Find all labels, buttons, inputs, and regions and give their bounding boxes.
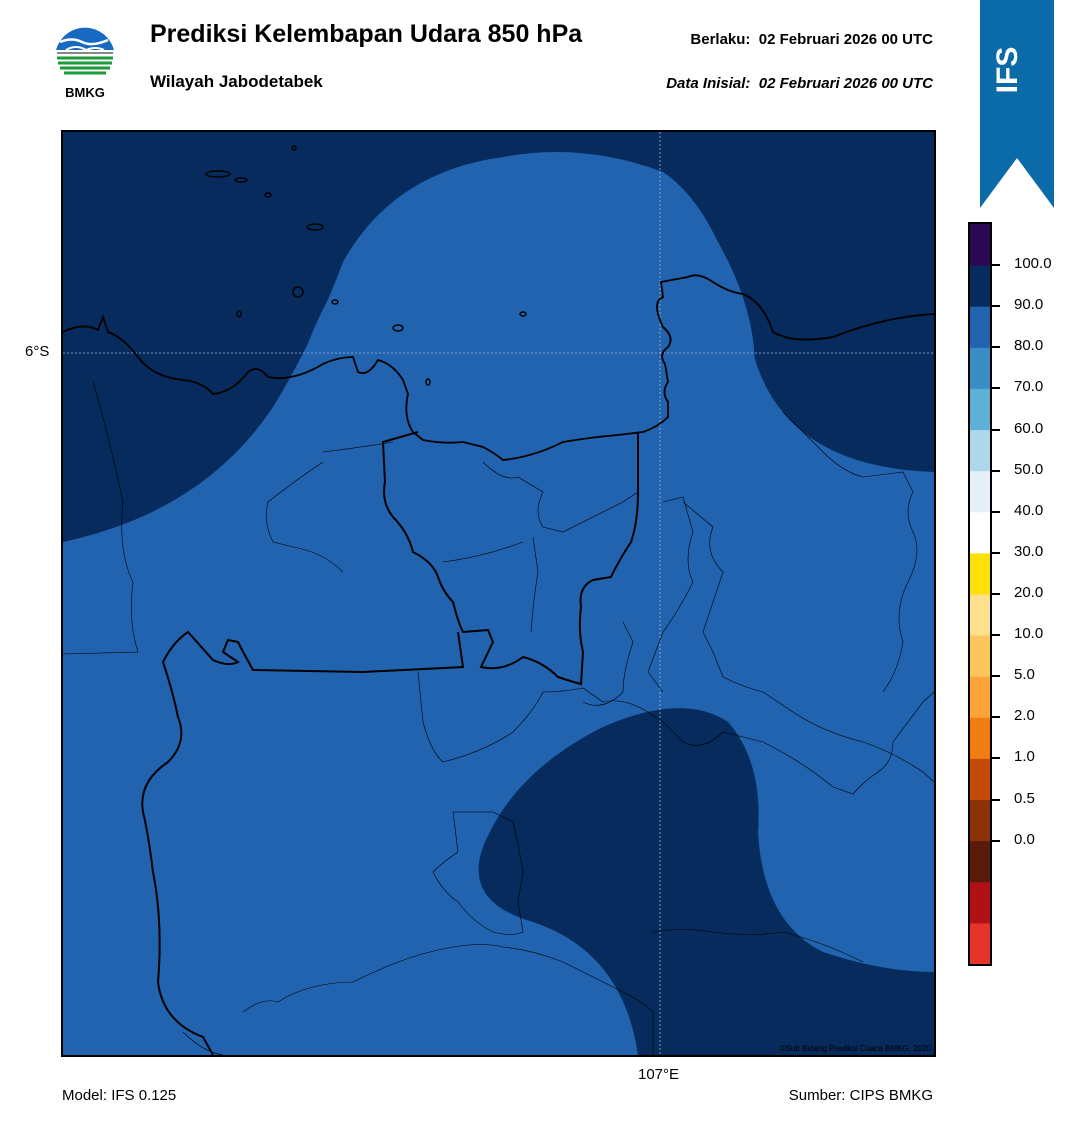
colorbar-segment: [970, 922, 990, 965]
colorbar-segment: [970, 470, 990, 513]
colorbar-tick: [992, 634, 1000, 637]
valid-time: Berlaku: 02 Februari 2026 00 UTC: [690, 31, 933, 48]
colorbar-tick: [992, 305, 1000, 308]
colorbar-tick: [992, 839, 1000, 842]
colorbar-label: 50.0: [1014, 460, 1044, 478]
colorbar-segment: [970, 429, 990, 472]
colorbar-tick: [992, 469, 1000, 472]
colorbar-tick: [992, 593, 1000, 595]
colorbar: [968, 222, 992, 966]
copyright-text: ©Sub Bidang Prediksi Cuaca BMKG, 2020: [779, 1044, 931, 1053]
colorbar-segment: [970, 388, 990, 431]
colorbar-label: 10.0: [1014, 625, 1044, 643]
colorbar-label: 30.0: [1014, 542, 1044, 560]
ribbon-label: IFS: [991, 47, 1024, 94]
colorbar-label: 2.0: [1014, 707, 1035, 725]
district-boundaries: [63, 381, 934, 1055]
province-boundary-west: [141, 630, 465, 1055]
colorbar-segment: [970, 799, 990, 842]
logo-text: BMKG: [65, 85, 105, 100]
humidity-fill-90-100-north: [63, 132, 934, 542]
ifs-ribbon: IFS: [980, 0, 1054, 208]
map-panel[interactable]: [61, 130, 936, 1057]
colorbar-tick: [992, 716, 1000, 719]
map-subtitle: Wilayah Jabodetabek: [150, 72, 323, 91]
colorbar-segment: [970, 840, 990, 883]
colorbar-segment: [970, 717, 990, 759]
colorbar-tick: [992, 387, 1000, 390]
bmkg-logo-icon: [55, 23, 115, 83]
colorbar-frame: [968, 222, 992, 966]
humidity-map: [63, 132, 934, 1055]
colorbar-segment: [970, 511, 990, 554]
colorbar-tick: [992, 428, 1000, 431]
colorbar-tick: [992, 264, 1000, 267]
colorbar-tick: [992, 510, 1000, 513]
colorbar-segment: [970, 265, 990, 307]
lon-label: 107°E: [638, 1066, 680, 1083]
colorbar-label: 0.0: [1014, 830, 1035, 848]
colorbar-label: 90.0: [1014, 296, 1044, 314]
colorbar-segment: [970, 635, 990, 677]
colorbar-segment: [970, 676, 990, 718]
islands: [205, 145, 527, 386]
colorbar-segment: [970, 881, 990, 924]
colorbar-segment: [970, 552, 990, 595]
colorbar-segment: [970, 224, 990, 266]
map-title: Prediksi Kelembapan Udara 850 hPa: [150, 20, 583, 48]
colorbar-tick: [992, 757, 1000, 760]
model-text: Model: IFS 0.125: [62, 1087, 177, 1104]
colorbar-label: 20.0: [1014, 584, 1044, 601]
colorbar-segment: [970, 306, 990, 348]
colorbar-tick: [992, 346, 1000, 349]
lat-label: 6°S: [25, 343, 50, 360]
humidity-fill-90-100-south: [478, 708, 934, 1055]
colorbar-label: 80.0: [1014, 337, 1044, 355]
initial-time: Data Inisial: 02 Februari 2026 00 UTC: [666, 75, 933, 92]
colorbar-label: 60.0: [1014, 419, 1044, 437]
colorbar-label: 70.0: [1014, 378, 1044, 396]
colorbar-label: 1.0: [1014, 748, 1035, 766]
colorbar-tick: [992, 798, 1000, 801]
coastline: [63, 274, 934, 461]
colorbar-label: 40.0: [1014, 501, 1044, 519]
source-text: Sumber: CIPS BMKG: [788, 1087, 933, 1104]
province-boundary: [381, 431, 639, 686]
colorbar-label: 5.0: [1014, 666, 1035, 684]
colorbar-label: 0.5: [1014, 789, 1035, 807]
colorbar-label: 100.0: [1014, 255, 1052, 273]
colorbar-tick: [992, 551, 1000, 554]
colorbar-segment: [970, 347, 990, 389]
colorbar-tick: [992, 675, 1000, 678]
colorbar-segment: [970, 758, 990, 801]
colorbar-segment: [970, 594, 990, 636]
